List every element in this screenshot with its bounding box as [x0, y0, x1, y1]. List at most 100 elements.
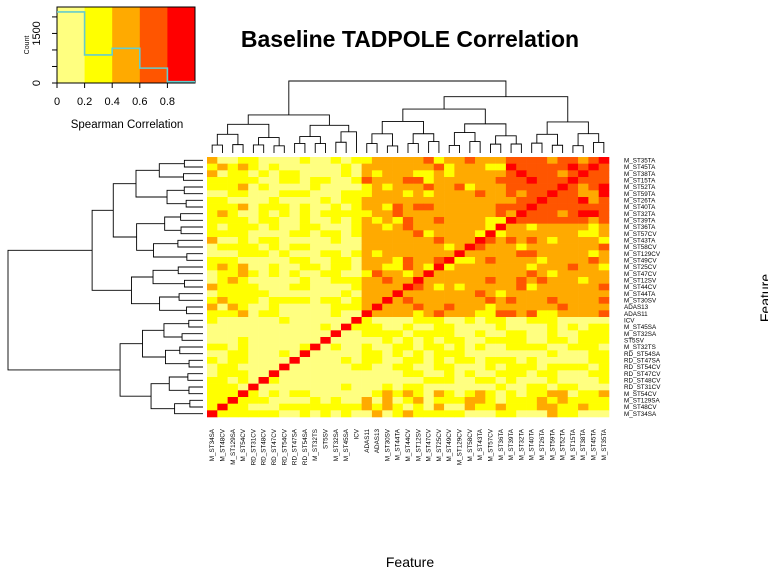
- heatmap-cell: [341, 157, 352, 164]
- heatmap-cell: [310, 157, 321, 164]
- heatmap-cell: [516, 183, 527, 191]
- heatmap-cell: [227, 403, 239, 411]
- heatmap-cell: [464, 243, 476, 251]
- heatmap-cell: [444, 397, 455, 404]
- heatmap-cell: [361, 203, 373, 211]
- heatmap-cell: [536, 277, 548, 284]
- heatmap-cell: [526, 383, 538, 391]
- heatmap-cell: [382, 210, 393, 218]
- heatmap-cell: [227, 230, 239, 238]
- heatmap-cell: [547, 157, 558, 164]
- heatmap-cell: [598, 397, 610, 404]
- dendrogram-branch: [180, 226, 203, 235]
- heatmap-cell: [536, 397, 548, 404]
- heatmap-cell: [578, 177, 589, 184]
- heatmap-cell: [516, 263, 527, 271]
- heatmap-cell: [248, 263, 259, 271]
- heatmap-cell: [310, 290, 321, 298]
- heatmap-cell: [433, 230, 445, 238]
- heatmap-cell: [505, 230, 517, 238]
- heatmap-cell: [444, 290, 455, 298]
- heatmap-cell: [402, 277, 414, 284]
- heatmap-cell: [361, 197, 373, 204]
- heatmap-cell: [258, 237, 270, 244]
- heatmap-cell: [207, 337, 218, 344]
- heatmap-cell: [371, 377, 383, 384]
- heatmap-cell: [392, 243, 404, 251]
- heatmap-cell: [361, 157, 373, 164]
- heatmap-cell: [207, 330, 218, 338]
- heatmap-cell: [444, 250, 455, 258]
- heatmap-cell: [392, 270, 404, 278]
- dendrogram-branch: [188, 319, 203, 328]
- heatmap-cell: [207, 177, 218, 184]
- heatmap-cell: [258, 210, 270, 218]
- heatmap-cell: [495, 157, 507, 164]
- heatmap-cell: [567, 190, 579, 198]
- heatmap-cell: [567, 343, 579, 351]
- heatmap-cell: [341, 310, 352, 318]
- heatmap-cell: [598, 243, 610, 251]
- heatmap-cell: [341, 277, 352, 284]
- row-tick-label: M_ST25CV: [624, 264, 657, 271]
- heatmap-cell: [505, 350, 517, 358]
- heatmap-cell: [413, 403, 424, 411]
- heatmap-cell: [227, 263, 239, 271]
- heatmap-cell: [557, 370, 569, 378]
- heatmap-cell: [361, 217, 373, 224]
- heatmap-cell: [351, 157, 362, 164]
- heatmap-cell: [361, 317, 373, 324]
- heatmap-cell: [382, 177, 393, 184]
- heatmap-cell: [227, 190, 239, 198]
- dendrogram-branch: [188, 386, 203, 395]
- heatmap-cell: [217, 263, 228, 271]
- heatmap-cell: [402, 250, 414, 258]
- heatmap-cell: [382, 257, 393, 264]
- column-tick-label: M_ST34SA: [209, 428, 216, 461]
- heatmap-cell: [588, 283, 599, 291]
- heatmap-cell: [351, 263, 362, 271]
- heatmap-cell: [299, 323, 311, 331]
- heatmap-cell: [516, 250, 527, 258]
- row-dendrogram: [7, 159, 203, 415]
- heatmap-cell: [351, 323, 362, 331]
- heatmap-cell: [351, 230, 362, 238]
- heatmap-cell: [268, 297, 280, 304]
- heatmap-cell: [485, 330, 496, 338]
- row-tick-label: RD_ST54CV: [624, 364, 661, 371]
- column-tick-label: M_ST58CV: [467, 428, 474, 461]
- heatmap-cell: [248, 377, 259, 384]
- heatmap-cell: [526, 323, 538, 331]
- heatmap-cell: [495, 297, 507, 304]
- heatmap-cell: [423, 170, 435, 178]
- heatmap-cell: [423, 217, 435, 224]
- heatmap-cell: [598, 223, 610, 231]
- heatmap-cell: [578, 283, 589, 291]
- heatmap-cell: [454, 197, 465, 204]
- color-key-histogram-line: [57, 11, 195, 83]
- heatmap-cell: [217, 163, 228, 171]
- heatmap-cell: [248, 363, 259, 371]
- heatmap-cell: [361, 263, 373, 271]
- heatmap-cell: [547, 237, 558, 244]
- heatmap-cell: [217, 197, 228, 204]
- color-key-y-tick-label: 0: [31, 80, 43, 86]
- heatmap-cell: [433, 390, 445, 398]
- heatmap-cell: [464, 197, 476, 204]
- heatmap-cell: [444, 350, 455, 358]
- heatmap-cell: [258, 203, 270, 211]
- heatmap-cell: [361, 403, 373, 411]
- heatmap-cell: [598, 190, 610, 198]
- heatmap-cell: [444, 157, 455, 164]
- column-tick-label: M_ST44CV: [405, 428, 412, 461]
- heatmap-cell: [578, 410, 589, 418]
- heatmap-cell: [320, 197, 331, 204]
- heatmap-cell: [392, 197, 404, 204]
- heatmap-cell: [505, 263, 517, 271]
- heatmap-cell: [567, 330, 579, 338]
- heatmap-cell: [227, 377, 239, 384]
- heatmap-cell: [444, 203, 455, 211]
- heatmap-cell: [567, 317, 579, 324]
- heatmap-cell: [351, 250, 362, 258]
- heatmap-cell: [279, 403, 290, 411]
